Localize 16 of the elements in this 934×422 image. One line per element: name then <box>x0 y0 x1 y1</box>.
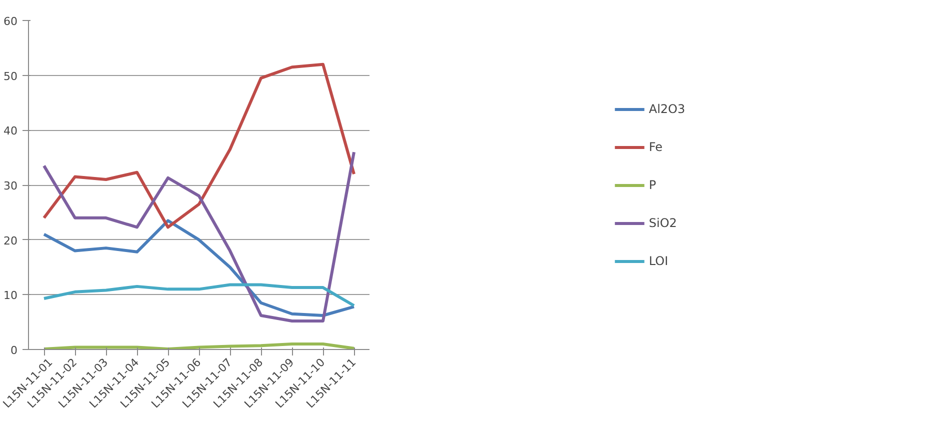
legend-label: P <box>648 178 658 192</box>
line-series <box>42 219 356 318</box>
legend-label: Fe <box>648 140 664 154</box>
line-series <box>42 283 356 308</box>
legend-label: SiO2 <box>648 216 677 230</box>
y-tick-label: 20 <box>4 234 18 248</box>
y-tick-label: 10 <box>4 289 18 302</box>
line-series <box>42 150 356 322</box>
y-tick-label: 0 <box>10 344 18 357</box>
y-tick-label: 50 <box>4 70 18 83</box>
line-series <box>42 62 356 229</box>
legend-label: Al2O3 <box>648 102 686 116</box>
y-tick-label: 60 <box>4 15 18 28</box>
y-tick-label: 40 <box>4 124 18 138</box>
y-tick-label: 30 <box>4 180 18 192</box>
legend-label: LOI <box>648 254 669 268</box>
